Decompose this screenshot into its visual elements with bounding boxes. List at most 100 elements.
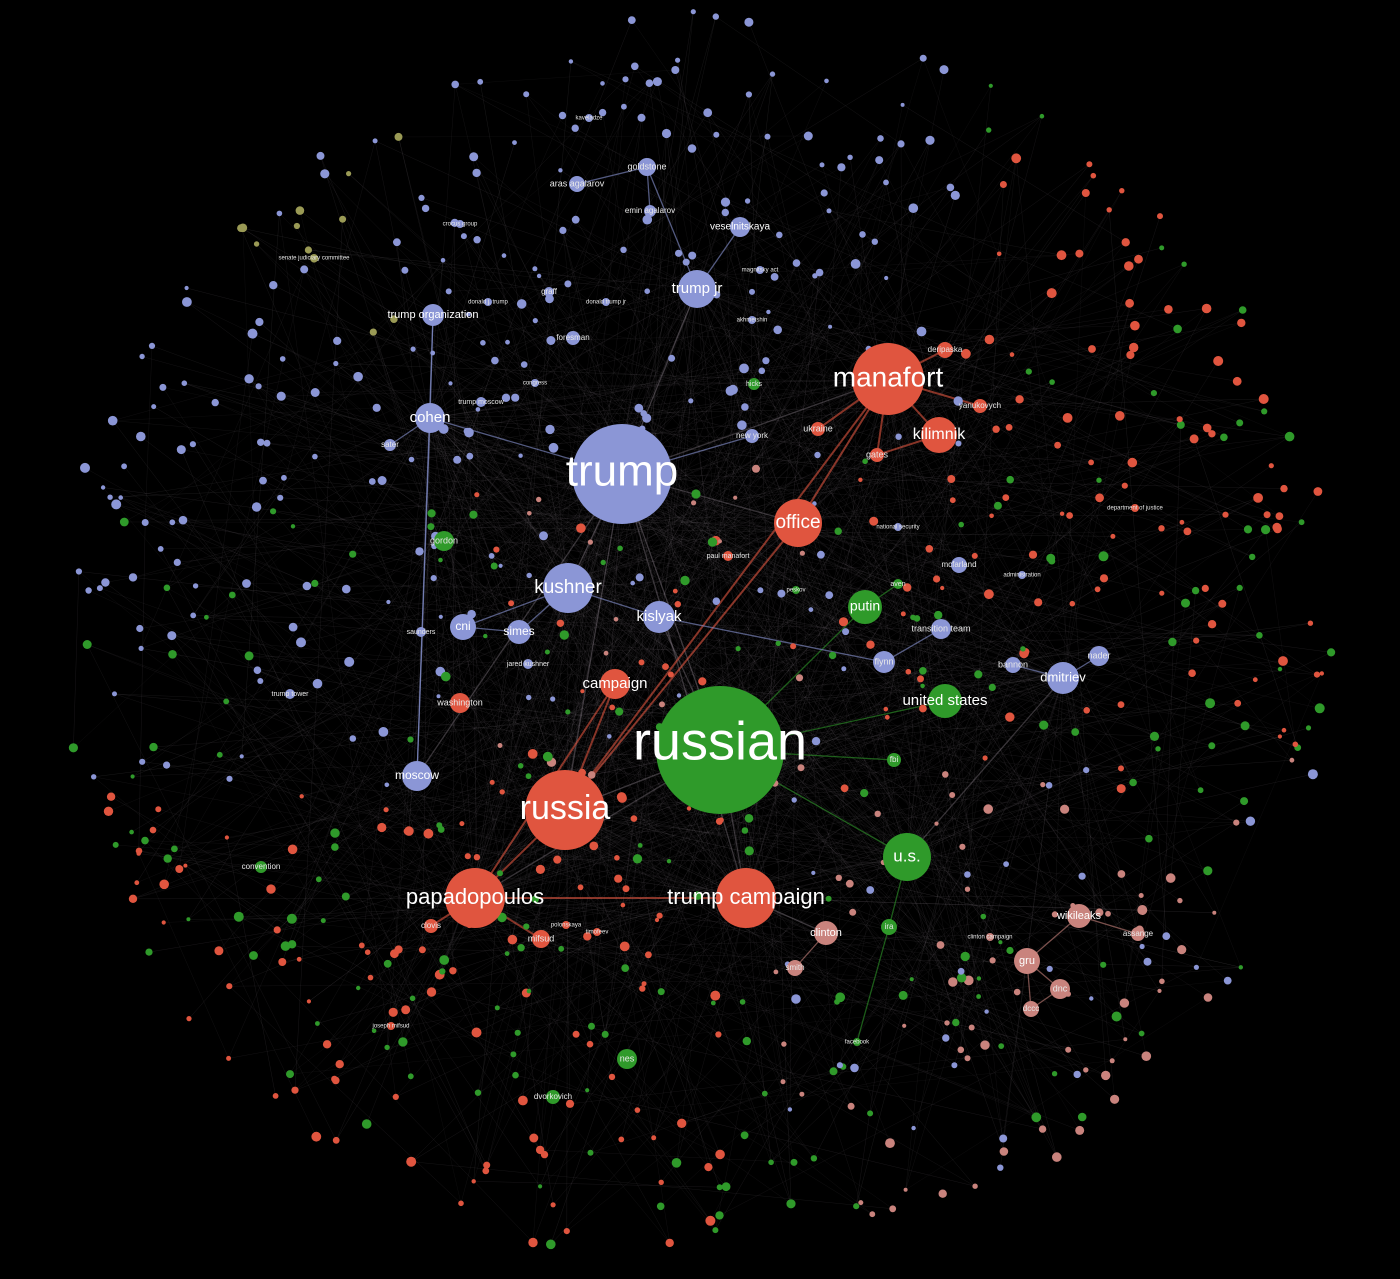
peripheral-node	[620, 902, 626, 908]
background-edge	[681, 1065, 955, 1124]
background-edge	[532, 809, 566, 1243]
peripheral-node	[866, 640, 875, 649]
peripheral-node	[295, 206, 305, 215]
peripheral-node	[787, 1107, 793, 1112]
background-edge	[696, 288, 1109, 914]
peripheral-node	[1002, 494, 1010, 501]
background-edge	[294, 782, 1134, 1091]
peripheral-node	[815, 268, 824, 277]
peripheral-node	[269, 281, 278, 290]
background-edge	[428, 427, 1208, 834]
background-edge	[163, 269, 305, 885]
peripheral-node	[418, 194, 425, 201]
background-edge	[361, 417, 431, 946]
background-edge	[280, 497, 839, 532]
peripheral-node	[874, 810, 881, 817]
peripheral-node	[1059, 511, 1065, 516]
peripheral-node	[1245, 816, 1256, 826]
background-edge	[442, 260, 721, 751]
background-edge	[301, 745, 501, 797]
peripheral-node	[135, 847, 143, 855]
peripheral-node	[517, 763, 524, 769]
peripheral-node	[1307, 620, 1314, 626]
peripheral-node	[667, 671, 674, 678]
peripheral-node	[141, 836, 149, 845]
background-edge	[308, 249, 648, 292]
background-edge	[370, 677, 1064, 978]
background-edge	[291, 522, 799, 945]
background-edge	[277, 378, 889, 931]
background-edge	[936, 823, 962, 978]
background-edge	[634, 66, 1064, 679]
peripheral-node	[173, 558, 181, 567]
background-edge	[186, 301, 431, 419]
background-edge	[172, 522, 569, 589]
background-edge	[903, 381, 1053, 615]
peripheral-node	[548, 442, 559, 453]
background-edge	[591, 160, 880, 776]
background-edge	[517, 897, 747, 1034]
peripheral-node	[609, 704, 616, 711]
background-edge	[256, 243, 721, 751]
peripheral-node	[1155, 746, 1161, 752]
label-aras-agalarov: aras agalarov	[550, 178, 605, 188]
background-edge	[567, 371, 1029, 589]
background-edge	[438, 677, 1064, 697]
background-edge	[992, 687, 1285, 731]
peripheral-node	[315, 1021, 320, 1026]
peripheral-node	[527, 749, 538, 759]
background-edge	[184, 383, 939, 616]
background-edge	[797, 140, 931, 524]
background-edge	[433, 577, 747, 899]
peripheral-node	[860, 789, 869, 798]
background-edge	[120, 497, 908, 858]
background-edge	[241, 756, 541, 1187]
background-edge	[308, 809, 566, 1002]
background-edge	[954, 877, 1171, 1066]
peripheral-node	[1083, 1067, 1089, 1073]
background-edge	[770, 745, 1213, 1163]
peripheral-node	[712, 597, 721, 605]
edge-kislyak-flynn	[658, 616, 885, 663]
background-edge	[429, 417, 924, 672]
background-edge	[719, 58, 924, 751]
background-edge	[522, 915, 660, 1101]
background-edge	[696, 288, 1181, 426]
peripheral-node	[964, 886, 971, 892]
peripheral-node	[632, 854, 643, 864]
background-edge	[797, 522, 1285, 731]
peripheral-node	[107, 494, 113, 500]
background-edge	[181, 449, 989, 595]
background-edge	[373, 332, 472, 615]
background-edge	[482, 401, 569, 589]
background-edge	[643, 378, 889, 414]
background-edge	[476, 172, 569, 589]
peripheral-node	[226, 983, 233, 990]
peripheral-node	[171, 845, 178, 853]
background-edge	[112, 420, 521, 456]
node-paul-manafort	[723, 551, 733, 561]
background-edge	[887, 325, 1135, 380]
peripheral-node	[1197, 787, 1204, 794]
peripheral-node	[705, 1215, 716, 1226]
background-edge	[1069, 681, 1147, 1057]
peripheral-node	[224, 835, 229, 840]
background-edge	[906, 259, 1139, 858]
background-edge	[166, 587, 487, 1171]
peripheral-node	[315, 876, 322, 883]
background-edge	[257, 669, 1069, 995]
peripheral-node	[1006, 475, 1014, 484]
background-edge	[745, 384, 906, 899]
background-edge	[334, 473, 623, 834]
peripheral-node	[993, 501, 1002, 510]
background-edge	[301, 528, 1162, 797]
peripheral-node	[790, 643, 797, 650]
peripheral-node	[919, 667, 927, 675]
background-edge	[450, 383, 747, 899]
background-edge	[188, 112, 708, 920]
background-edge	[473, 134, 717, 515]
peripheral-node	[972, 1183, 978, 1189]
background-edge	[569, 253, 1000, 1104]
peripheral-node	[680, 575, 690, 586]
background-edge	[124, 521, 799, 524]
